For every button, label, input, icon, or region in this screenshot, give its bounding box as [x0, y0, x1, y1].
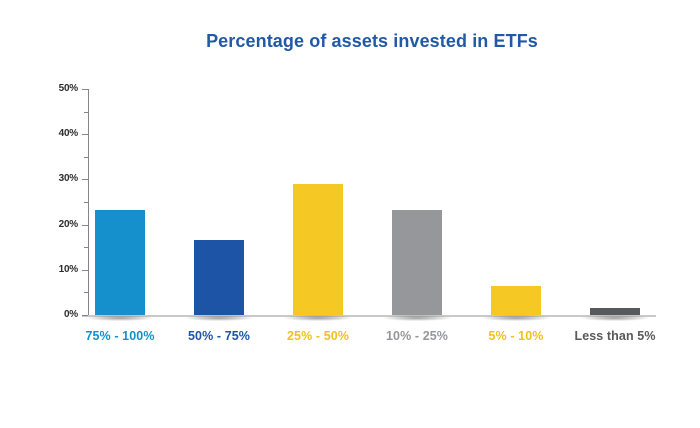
y-tick-label: 0% [63, 309, 78, 320]
bar-shadow [482, 315, 550, 321]
bar-shadow [284, 315, 352, 321]
bar [590, 307, 640, 315]
y-minor-tick [84, 247, 88, 249]
category-label: 50% - 75% [187, 329, 251, 343]
y-major-tick [82, 134, 88, 136]
bar-shadow [185, 315, 253, 321]
bar-shadow [581, 315, 649, 321]
y-minor-tick [84, 111, 88, 113]
bar [491, 286, 541, 315]
bar-shadow [383, 315, 451, 321]
y-major-tick [82, 89, 88, 90]
y-tick-label: 50% [58, 83, 79, 94]
plot-area: 0% 10% 20% 30% 40% 50% 75% - 100% 50% - 75% 25%… [59, 83, 656, 343]
y-axis-line [88, 89, 89, 315]
category-label: Less than 5% [574, 329, 656, 343]
chart-title: Percentage of assets invested in ETFs [206, 31, 538, 51]
category-label: 5% - 10% [488, 329, 544, 343]
y-minor-tick [84, 202, 88, 203]
category-label: 25% - 50% [286, 329, 350, 343]
bar-shadow [86, 315, 154, 321]
y-tick-label: 30% [58, 173, 79, 185]
y-tick-label: 20% [58, 218, 79, 230]
y-major-tick [82, 224, 88, 226]
y-tick-label: 40% [58, 128, 79, 140]
category-label: 10% - 25% [385, 329, 449, 343]
y-major-tick [82, 179, 88, 181]
bar [194, 240, 244, 315]
y-minor-tick [84, 292, 88, 294]
x-axis-line [82, 315, 656, 317]
bar [293, 184, 343, 315]
bar [392, 209, 442, 315]
y-major-tick [82, 269, 88, 271]
y-minor-tick [84, 156, 88, 158]
category-label: 75% - 100% [85, 329, 155, 343]
bar [95, 209, 145, 315]
y-major-tick [82, 315, 88, 316]
y-tick-label: 10% [58, 263, 79, 275]
